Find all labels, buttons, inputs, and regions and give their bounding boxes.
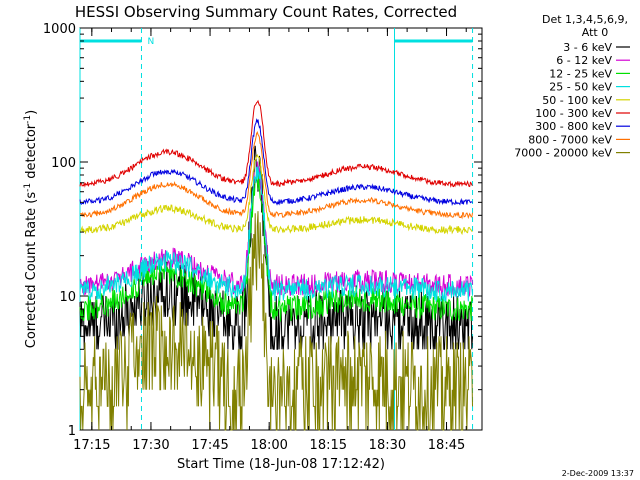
y-tick-label: 1: [68, 424, 76, 439]
x-tick-label: 17:45: [191, 438, 228, 453]
x-tick-label: 18:30: [369, 438, 406, 453]
series-line-2: [79, 175, 473, 322]
legend-label-8: 7000 - 20000 keV: [514, 147, 612, 160]
series-line-0: [79, 145, 473, 350]
legend-label-6: 300 - 800 keV: [535, 120, 612, 133]
series-line-6: [79, 118, 473, 207]
x-tick-label: 18:45: [428, 438, 465, 453]
y-tick-label: 10: [59, 290, 76, 305]
legend-label-3: 25 - 50 keV: [549, 81, 612, 94]
y-tick-label: 1000: [43, 22, 76, 37]
x-tick-label: 18:15: [310, 438, 347, 453]
series-line-3: [79, 166, 473, 303]
y-axis-title-mid: detector: [24, 123, 39, 183]
legend-header-line1: Det 1,3,4,5,6,9,: [542, 13, 628, 26]
x-tick-label: 17:15: [73, 438, 110, 453]
y-axis-title-end: ): [24, 110, 39, 115]
flare-marker: N: [147, 37, 154, 47]
y-axis-title-main: Corrected Count Rate (s: [24, 192, 39, 349]
legend-label-2: 12 - 25 keV: [549, 67, 612, 80]
y-axis-title-sup1: -1: [23, 183, 33, 192]
footer-date: 2-Dec-2009 13:37: [562, 469, 634, 478]
legend-label-5: 100 - 300 keV: [535, 107, 612, 120]
legend-label-0: 3 - 6 keV: [563, 41, 612, 54]
legend-label-4: 50 - 100 keV: [542, 94, 612, 107]
legend-label-1: 6 - 12 keV: [556, 54, 612, 67]
series-line-7: [79, 131, 473, 220]
legend-label-7: 800 - 7000 keV: [528, 133, 612, 146]
x-axis-title: Start Time (18-Jun-08 17:12:42): [177, 457, 385, 472]
y-axis-title-sup2: -1: [23, 115, 33, 124]
series-line-5: [79, 99, 473, 188]
x-tick-label: 18:00: [250, 438, 287, 453]
chart-title: HESSI Observing Summary Count Rates, Cor…: [75, 3, 457, 21]
legend-header-line2: Att 0: [582, 26, 608, 39]
series-line-4: [80, 153, 473, 236]
y-axis-title: Corrected Count Rate (s-1 detector-1): [23, 110, 39, 348]
series-line-8: [79, 211, 473, 431]
x-tick-label: 17:30: [132, 438, 169, 453]
y-tick-label: 100: [51, 156, 76, 171]
